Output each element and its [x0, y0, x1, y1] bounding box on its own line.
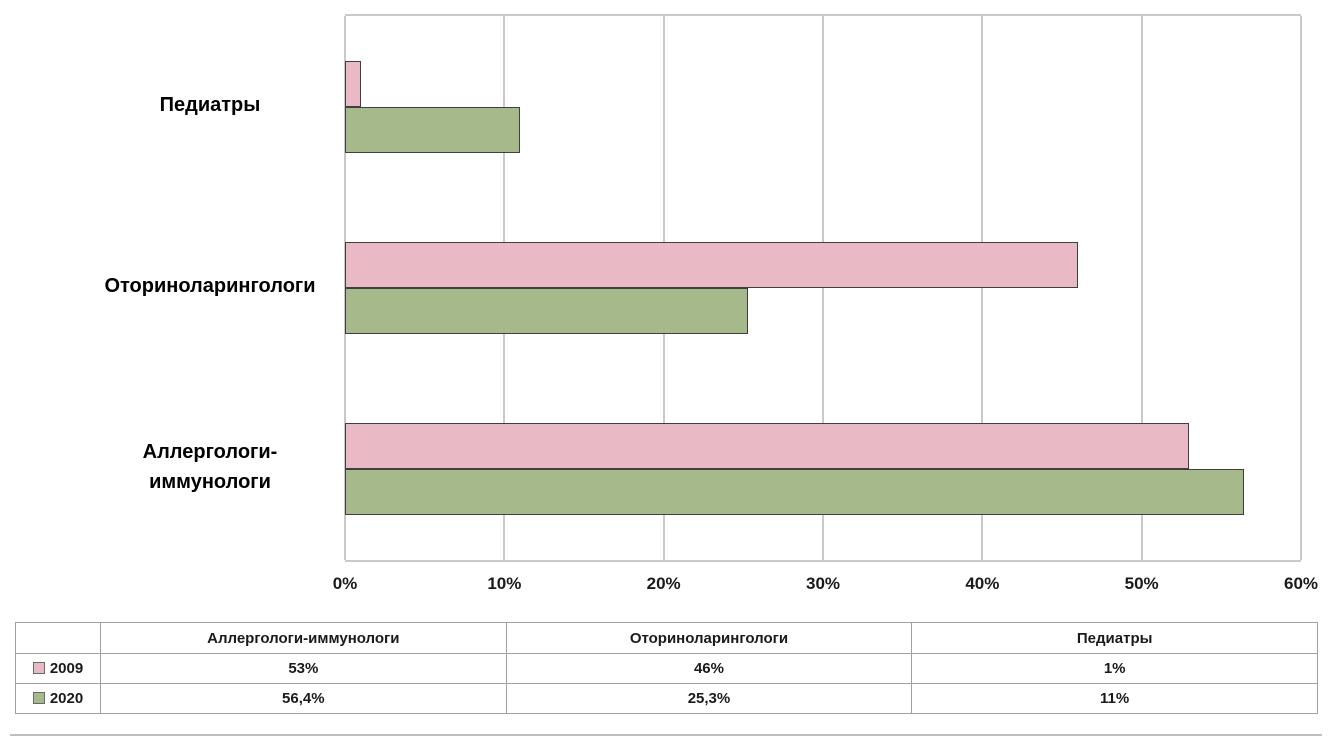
cell-2020-otolaryngologists: 25,3%: [505, 683, 913, 714]
category-label: Оториноларингологи: [104, 275, 316, 297]
legend-cell-2009: 2009: [15, 653, 101, 684]
legend-label-2009: 2009: [49, 660, 84, 677]
table-corner-cell: [15, 622, 101, 654]
legend-cell-2020: 2020: [15, 683, 101, 714]
cell-2020-pediatricians: 11%: [911, 683, 1318, 714]
x-axis: 0% 10% 20% 30% 40% 50% 60%: [333, 568, 1318, 598]
legend-swatch-2020-icon: [32, 692, 45, 704]
x-tick-label: 10%: [487, 574, 522, 593]
table-header-otolaryngologists: Оториноларингологи: [505, 622, 913, 654]
gridline: [1140, 16, 1143, 560]
table-header-allergists: Аллергологи-иммунологи: [100, 622, 507, 654]
gridline: [822, 16, 824, 560]
gridline: [1300, 16, 1302, 560]
legend-swatch-2009-icon: [32, 662, 45, 674]
data-table: Аллергологи-иммунологи Оториноларинголог…: [15, 622, 1318, 714]
legend-label-2020: 2020: [49, 690, 84, 707]
table-header-row: Аллергологи-иммунологи Оториноларинголог…: [15, 622, 1318, 654]
category-labels: Педиатры Оториноларингологи Аллергологи-им…: [60, 14, 340, 558]
bottom-divider: [10, 734, 1322, 736]
cell-2009-otolaryngologists: 46%: [505, 653, 913, 684]
x-tick-label: 60%: [1283, 574, 1319, 593]
bar-2009-category-3: [345, 423, 1190, 470]
plot-area: [344, 14, 1302, 562]
category-label: Аллергологи-иммунологи: [142, 441, 278, 494]
bar-2020-category-2: [345, 288, 749, 334]
bar-2020-category-3: [345, 469, 1244, 516]
gridline: [981, 16, 984, 560]
x-tick-label: 40%: [965, 574, 1000, 593]
table-row-2009: 2009 53% 46% 1%: [15, 653, 1318, 684]
cell-2009-pediatricians: 1%: [911, 653, 1318, 684]
cell-2009-allergists: 53%: [100, 653, 507, 684]
table-row-2020: 2020 56,4% 25,3% 11%: [15, 683, 1318, 714]
x-tick-label: 50%: [1124, 574, 1159, 593]
bar-2009-category-1: [345, 60, 361, 107]
x-tick-label: 30%: [805, 574, 841, 593]
bar-2009-category-2: [345, 242, 1078, 288]
x-tick-label: 0%: [332, 574, 358, 593]
cell-2020-allergists: 56,4%: [100, 683, 507, 714]
table-header-pediatricians: Педиатры: [911, 622, 1318, 654]
category-label: Педиатры: [159, 93, 261, 116]
x-tick-label: 20%: [646, 574, 681, 593]
bar-2020-category-1: [345, 106, 521, 153]
